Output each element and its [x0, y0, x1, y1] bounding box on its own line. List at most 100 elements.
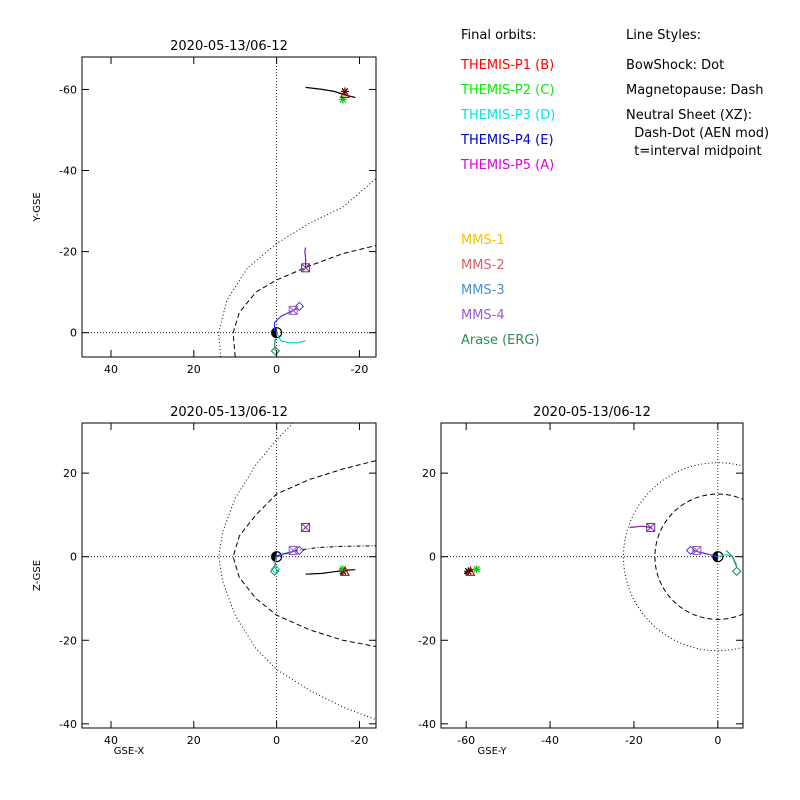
x-tick-label-xz-3: -20	[350, 734, 368, 747]
y-axis-label-yx: Y-GSE	[32, 192, 43, 222]
orbit-marker-5-xz	[288, 545, 298, 555]
x-tick-label-yx-0: 40	[104, 363, 118, 376]
y-tick-label-yx-3: 0	[70, 327, 77, 340]
orbit-marker-3-yz-cross	[646, 523, 656, 532]
y-tick-label-xz-3: -40	[59, 718, 77, 731]
legend-styles-title: Line Styles:	[626, 28, 702, 43]
orbit-marker-7-xz	[269, 566, 280, 577]
legend-item-themis-p1: THEMIS-P1 (B)	[461, 58, 555, 73]
boundary-magnetopause-xz	[232, 460, 376, 647]
orbit-marker-6-yz	[732, 566, 742, 577]
x-tick-label-yx-2: 0	[273, 363, 280, 376]
legend-style-neutral-sheet-line: Dash-Dot (AEN mod)	[626, 126, 770, 141]
orbit-marker-1-xz	[338, 565, 347, 574]
orbit-track-3-yz	[629, 525, 651, 529]
orbit-track-4-yx	[273, 307, 298, 331]
orbit-track-3-yx	[304, 247, 307, 268]
legend-item-themis-p3: THEMIS-P3 (D)	[461, 108, 556, 123]
y-tick-label-yz-1: 0	[429, 551, 436, 564]
plot-area-yx	[82, 57, 376, 357]
orbit-marker-1-yx	[338, 95, 347, 104]
orbit-marker-1-yz	[472, 565, 481, 574]
x-axis-label-xz: GSE-X	[114, 746, 145, 757]
orbit-track-7-xz	[273, 560, 276, 568]
y-tick-label-yx-2: -20	[59, 246, 77, 259]
orbit-marker-5-yz	[692, 545, 702, 555]
orbit-track-6-yx	[276, 332, 306, 344]
plot-frame-yx	[81, 56, 377, 358]
panel-xz: 2020-05-13/06-12 40 20 0 -20 20 0 -20 -40 GSE-X Z-…	[32, 405, 377, 757]
x-tick-label-xz-2: 0	[273, 734, 280, 747]
x-axis-label-yz: GSE-Y	[478, 746, 508, 757]
orbit-track-7-yz	[725, 549, 738, 568]
orbit-track-4-yz	[692, 549, 718, 558]
plot-frame-xz	[81, 422, 377, 729]
orbit-track-0-yx	[305, 86, 356, 99]
orbit-marker-5-yx	[288, 305, 298, 315]
boundary-bowshock-yx	[218, 178, 376, 357]
legend-item-mms-3: MMS-3	[461, 283, 505, 298]
orbit-marker-2-xz	[339, 565, 350, 576]
orbit-track-0-xz	[305, 569, 356, 575]
orbit-marker-4-yx	[294, 301, 305, 312]
y-tick-label-xz-2: -20	[59, 634, 77, 647]
panel-yz: 2020-05-13/06-12 -60 -40 -20 0 20 0 -20 -40 GSE-Y	[418, 405, 744, 757]
legend-item-themis-p5: THEMIS-P5 (A)	[461, 158, 555, 173]
boundary-neutral-sheet-xz	[276, 545, 376, 558]
y-tick-label-xz-1: 0	[70, 551, 77, 564]
orbit-marker-3-yx-cross	[301, 263, 310, 273]
orbit-marker-7-yz	[732, 566, 742, 577]
orbit-marker-7-yx	[270, 346, 281, 356]
boundary-magnetopause-yx	[232, 245, 376, 357]
y-tick-label-yz-3: -40	[418, 718, 436, 731]
x-tick-label-yx-3: -20	[350, 363, 368, 376]
boundary-bowshock-yz	[622, 462, 743, 652]
orbit-marker-2-yx	[339, 88, 350, 99]
orbit-marker-3-xz-cross	[301, 523, 310, 532]
legend-item-mms-4: MMS-4	[461, 308, 505, 323]
x-tick-label-yx-1: 20	[187, 363, 201, 376]
y-axis-label-xz: Z-GSE	[32, 560, 43, 591]
legend-item-mms-1: MMS-1	[461, 233, 505, 248]
y-tick-label-yx-1: -40	[59, 165, 77, 178]
x-tick-label-yz-1: -40	[541, 734, 559, 747]
orbit-marker-3-yz	[646, 522, 656, 532]
orbit-marker-5-yx-cross	[288, 306, 298, 315]
orbit-track-4-xz	[274, 549, 298, 558]
orbit-marker-5-yz-cross	[692, 546, 702, 555]
orbit-track-7-yx	[273, 338, 276, 351]
legend-style-bowshock: BowShock: Dot	[626, 58, 725, 73]
orbit-marker-2-yz	[465, 565, 476, 576]
plot-area-yz	[441, 423, 743, 728]
y-tick-label-xz-0: 20	[63, 467, 77, 480]
boundary-bowshock-xz	[218, 423, 376, 721]
legend-orbits-title: Final orbits:	[461, 28, 537, 43]
plot-frame-yz	[440, 422, 744, 729]
orbit-marker-3-yx	[301, 263, 311, 273]
boundary-magnetopause-yz	[654, 493, 743, 620]
legend-style-midpoint: t=interval midpoint	[626, 144, 762, 159]
earth-night-yx	[271, 327, 277, 338]
x-tick-label-xz-0: 40	[104, 734, 118, 747]
orbit-marker-0-yx	[340, 87, 349, 96]
chart-title-xz: 2020-05-13/06-12	[170, 405, 288, 420]
legend-item-themis-p4: THEMIS-P4 (E)	[461, 133, 554, 148]
plot-area-xz	[82, 423, 376, 728]
legend-item-mms-2: MMS-2	[461, 258, 505, 273]
legend-style-magnetopause: Magnetopause: Dash	[626, 83, 764, 98]
legend-style-neutral-sheet: Neutral Sheet (XZ):	[626, 108, 753, 123]
x-tick-label-yz-2: -20	[625, 734, 643, 747]
legend-item-themis-p2: THEMIS-P2 (C)	[461, 83, 555, 98]
legend-item-arase: Arase (ERG)	[461, 333, 540, 348]
orbit-marker-3-xz	[301, 522, 311, 532]
chart-title-yz: 2020-05-13/06-12	[533, 405, 651, 420]
y-tick-label-yz-2: -20	[418, 634, 436, 647]
orbit-marker-5-xz-cross	[288, 546, 298, 555]
y-tick-label-yz-0: 20	[422, 467, 436, 480]
y-tick-label-yx-0: -60	[59, 83, 77, 96]
x-tick-label-yz-3: 0	[714, 734, 721, 747]
orbit-marker-6-xz	[270, 564, 281, 574]
chart-title-yx: 2020-05-13/06-12	[170, 39, 288, 54]
panel-yx: 2020-05-13/06-12 40 20 0 -20 -60 -40 -20 0 Y-GSE	[32, 39, 377, 376]
